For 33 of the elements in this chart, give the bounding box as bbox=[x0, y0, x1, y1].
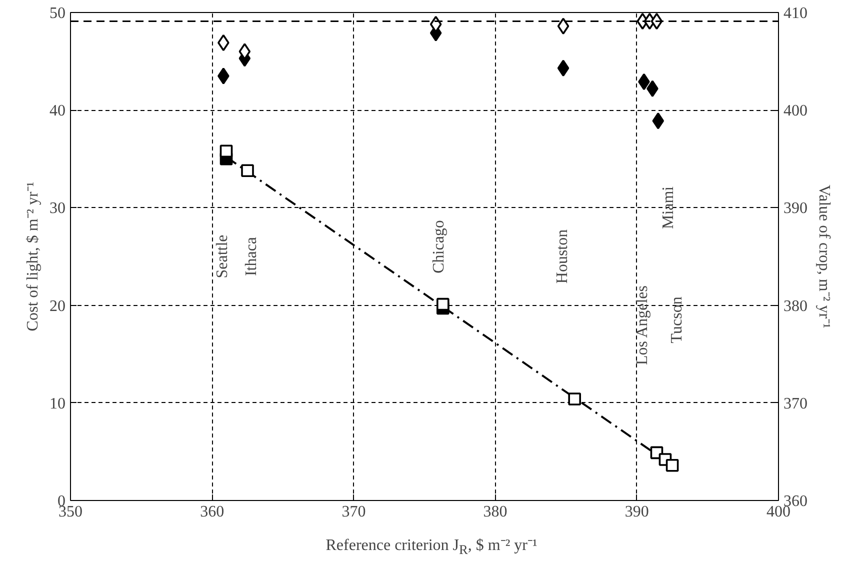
point bbox=[557, 18, 570, 35]
y2-tick-label: 400 bbox=[784, 102, 808, 120]
x-tick-label: 390 bbox=[624, 504, 649, 520]
point bbox=[241, 164, 254, 178]
point bbox=[652, 112, 664, 130]
point bbox=[436, 298, 450, 311]
point bbox=[557, 60, 570, 77]
annotation: Miami bbox=[660, 186, 677, 230]
annotation: Tucson bbox=[668, 296, 686, 344]
x-axis-title: Reference criterion J$_{R}$, $ m⁻² yr⁻¹ bbox=[324, 536, 538, 560]
y-tick-label: 50 bbox=[50, 5, 66, 22]
y2-tick-label: 390 bbox=[784, 200, 808, 218]
point bbox=[218, 68, 230, 84]
x-tick-label: 370 bbox=[342, 504, 366, 520]
y-tick-label: 30 bbox=[50, 200, 66, 218]
annotation: Seattle bbox=[214, 234, 231, 278]
y2-tick-label: 370 bbox=[784, 395, 808, 412]
point bbox=[666, 458, 679, 472]
y-tick-label: 20 bbox=[50, 298, 66, 315]
point bbox=[568, 392, 581, 406]
point bbox=[220, 144, 233, 158]
y2-tick-label: 410 bbox=[784, 5, 808, 22]
y-tick-label: 40 bbox=[50, 102, 66, 120]
x-tick-label: 360 bbox=[200, 504, 224, 520]
annotation: Chicago bbox=[430, 220, 448, 274]
y-tick-label: 10 bbox=[50, 395, 66, 412]
y-axis-title: Cost of light, $ m⁻² yr⁻¹ bbox=[24, 182, 42, 332]
annotation: Ithaca bbox=[243, 236, 260, 276]
y2-axis-title: Value of crop, m⁻² yr⁻¹ bbox=[816, 184, 832, 328]
annotation: Houston bbox=[554, 229, 572, 284]
x-tick-label: 380 bbox=[483, 504, 508, 520]
y2-tick-label: 380 bbox=[784, 298, 808, 315]
annotation: Los Angeles bbox=[634, 285, 652, 366]
